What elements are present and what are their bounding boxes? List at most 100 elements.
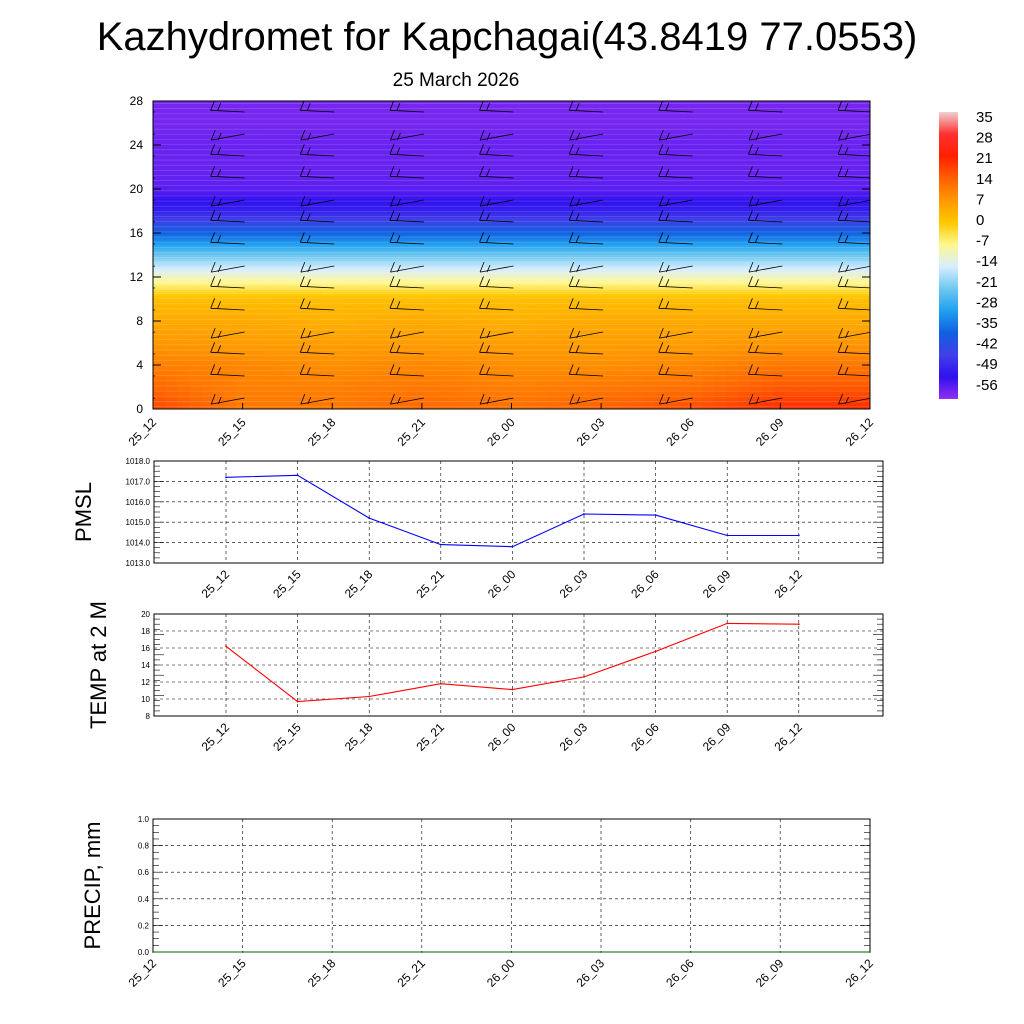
temperature-cell: [188, 218, 202, 221]
temperature-cell: [858, 117, 870, 121]
temperature-cell: [666, 224, 680, 227]
temperature-cell: [834, 228, 847, 231]
temperature-cell: [714, 162, 728, 166]
temperature-cell: [356, 226, 369, 229]
temperature-cell: [810, 105, 823, 108]
temperature-cell: [523, 183, 536, 186]
temperature-cell: [153, 215, 166, 219]
temperature-cell: [487, 107, 501, 110]
temperature-cell: [595, 191, 608, 194]
temperature-cell: [714, 133, 728, 137]
temperature-cell: [714, 222, 728, 225]
temperature-cell: [403, 125, 417, 129]
temperature-cell: [607, 203, 620, 207]
temperature-cell: [463, 123, 477, 127]
temperature-cell: [296, 170, 309, 174]
temperature-cell: [511, 144, 525, 147]
temperature-cell: [308, 156, 321, 160]
temperature-cell: [571, 189, 584, 192]
temperature-cell: [822, 248, 835, 252]
temperature-cell: [392, 119, 405, 123]
temperature-cell: [332, 113, 345, 116]
temperature-cell: [272, 150, 286, 153]
temperature-cell: [798, 238, 811, 242]
temperature-cell: [463, 148, 477, 151]
temperature-cell: [308, 246, 321, 250]
temperature-cell: [248, 168, 262, 172]
temperature-cell: [595, 105, 608, 108]
temperature-cell: [392, 232, 405, 236]
temperature-cell: [153, 203, 166, 207]
temperature-cell: [153, 140, 166, 143]
temperature-cell: [403, 189, 417, 192]
temperature-cell: [272, 121, 286, 125]
temperature-cell: [296, 137, 309, 141]
temperature-cell: [846, 207, 859, 211]
temperature-cell: [415, 137, 429, 141]
temperature-cell: [248, 242, 262, 246]
temperature-cell: [272, 185, 286, 188]
temperature-cell: [308, 238, 321, 242]
temperature-cell: [702, 121, 716, 125]
temperature-cell: [858, 170, 870, 174]
temperature-cell: [834, 181, 847, 184]
temperature-cell: [499, 181, 513, 184]
temperature-cell: [583, 103, 596, 106]
temperature-cell: [475, 189, 489, 192]
temperature-cell: [631, 215, 644, 219]
temperature-cell: [344, 125, 357, 129]
temperature-cell: [547, 131, 560, 135]
temperature-cell: [403, 207, 417, 211]
temperature-cell: [607, 103, 620, 106]
temperature-cell: [858, 142, 870, 145]
temperature-cell: [607, 222, 620, 225]
temperature-cell: [332, 179, 345, 182]
temperature-cell: [284, 222, 297, 225]
temperature-cell: [200, 152, 214, 155]
temperature-cell: [607, 107, 620, 110]
temperature-cell: [523, 131, 536, 135]
temperature-cell: [595, 140, 608, 143]
temperature-cell: [332, 228, 345, 231]
temperature-cell: [368, 191, 381, 194]
temperature-cell: [344, 191, 357, 194]
temperature-cell: [571, 158, 584, 162]
temperature-cell: [702, 146, 716, 149]
temperature-cell: [153, 246, 166, 250]
temperature-cell: [535, 137, 548, 141]
temperature-cell: [451, 193, 465, 197]
temperature-cell: [798, 248, 811, 252]
temperature-cell: [559, 111, 572, 114]
temperature-cell: [332, 137, 345, 141]
temperature-cell: [559, 135, 572, 139]
temperature-cell: [344, 222, 357, 225]
temperature-cell: [188, 189, 202, 192]
temperature-cell: [439, 185, 453, 188]
temperature-cell: [368, 131, 381, 135]
temperature-cell: [212, 230, 226, 234]
temperature-cell: [834, 125, 847, 129]
temperature-cell: [200, 215, 214, 219]
temperature-cell: [224, 148, 238, 151]
temperature-cell: [463, 232, 477, 236]
temperature-cell: [678, 244, 692, 248]
temperature-cell: [439, 220, 453, 223]
temperature-cell: [619, 113, 632, 116]
temperature-cell: [392, 207, 405, 211]
temperature-cell: [392, 205, 405, 209]
temperature-cell: [535, 129, 548, 133]
temperature-cell: [212, 156, 226, 160]
temperature-cell: [260, 205, 274, 209]
temperature-cell: [499, 162, 513, 166]
temperature-cell: [451, 195, 465, 199]
temperature-cell: [356, 220, 369, 223]
temperature-cell: [164, 183, 178, 186]
temperature-cell: [858, 179, 870, 182]
temperature-cell: [308, 111, 321, 114]
temperature-cell: [356, 170, 369, 174]
temperature-cell: [380, 144, 393, 147]
temperature-cell: [559, 195, 572, 199]
temperature-cell: [631, 197, 644, 201]
temperature-cell: [654, 156, 668, 160]
temperature-cell: [559, 168, 572, 172]
